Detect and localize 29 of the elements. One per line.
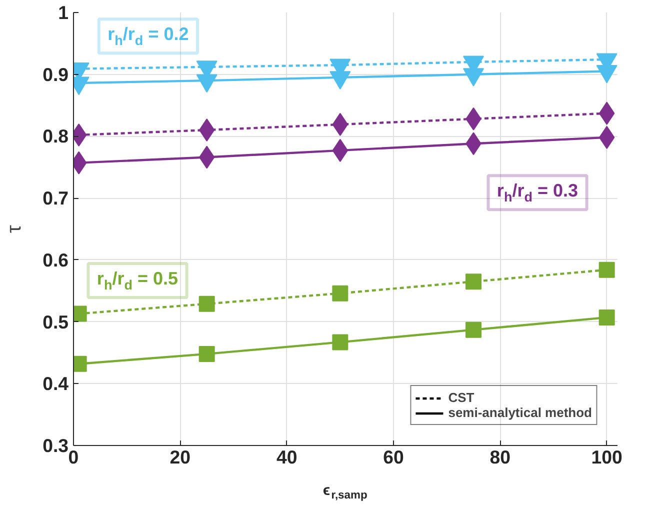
point bbox=[463, 68, 484, 86]
point bbox=[330, 71, 351, 90]
y-tick-label: 0.8 bbox=[42, 126, 69, 147]
point bbox=[198, 346, 215, 362]
point bbox=[332, 285, 348, 302]
point bbox=[332, 334, 348, 350]
y-tick-label: 0.7 bbox=[42, 188, 69, 209]
point bbox=[598, 262, 615, 278]
y-tick-label: 0.9 bbox=[42, 64, 69, 85]
y-tick-label: 0.3 bbox=[42, 435, 69, 456]
y-tick-label: 1 bbox=[58, 2, 69, 23]
y-tick-label: 0.4 bbox=[42, 373, 70, 394]
x-tick-label: 40 bbox=[276, 446, 298, 468]
x-tick-label: 100 bbox=[591, 446, 622, 468]
y-axis-title: τ bbox=[4, 224, 26, 233]
y-tick-label: 0.6 bbox=[42, 249, 69, 270]
x-tick-label: 20 bbox=[170, 446, 191, 468]
x-tick-label: 0 bbox=[68, 446, 79, 468]
point bbox=[466, 274, 482, 290]
point bbox=[466, 322, 482, 338]
point bbox=[196, 74, 218, 93]
x-tick-label: 60 bbox=[383, 446, 404, 468]
x-tick-label: 80 bbox=[490, 446, 511, 468]
point bbox=[596, 64, 618, 84]
point bbox=[598, 309, 615, 326]
y-tick-label: 0.5 bbox=[42, 311, 69, 332]
legend-label: semi-analytical method bbox=[448, 405, 592, 420]
legend-label: CST bbox=[448, 390, 474, 405]
point bbox=[198, 296, 215, 312]
